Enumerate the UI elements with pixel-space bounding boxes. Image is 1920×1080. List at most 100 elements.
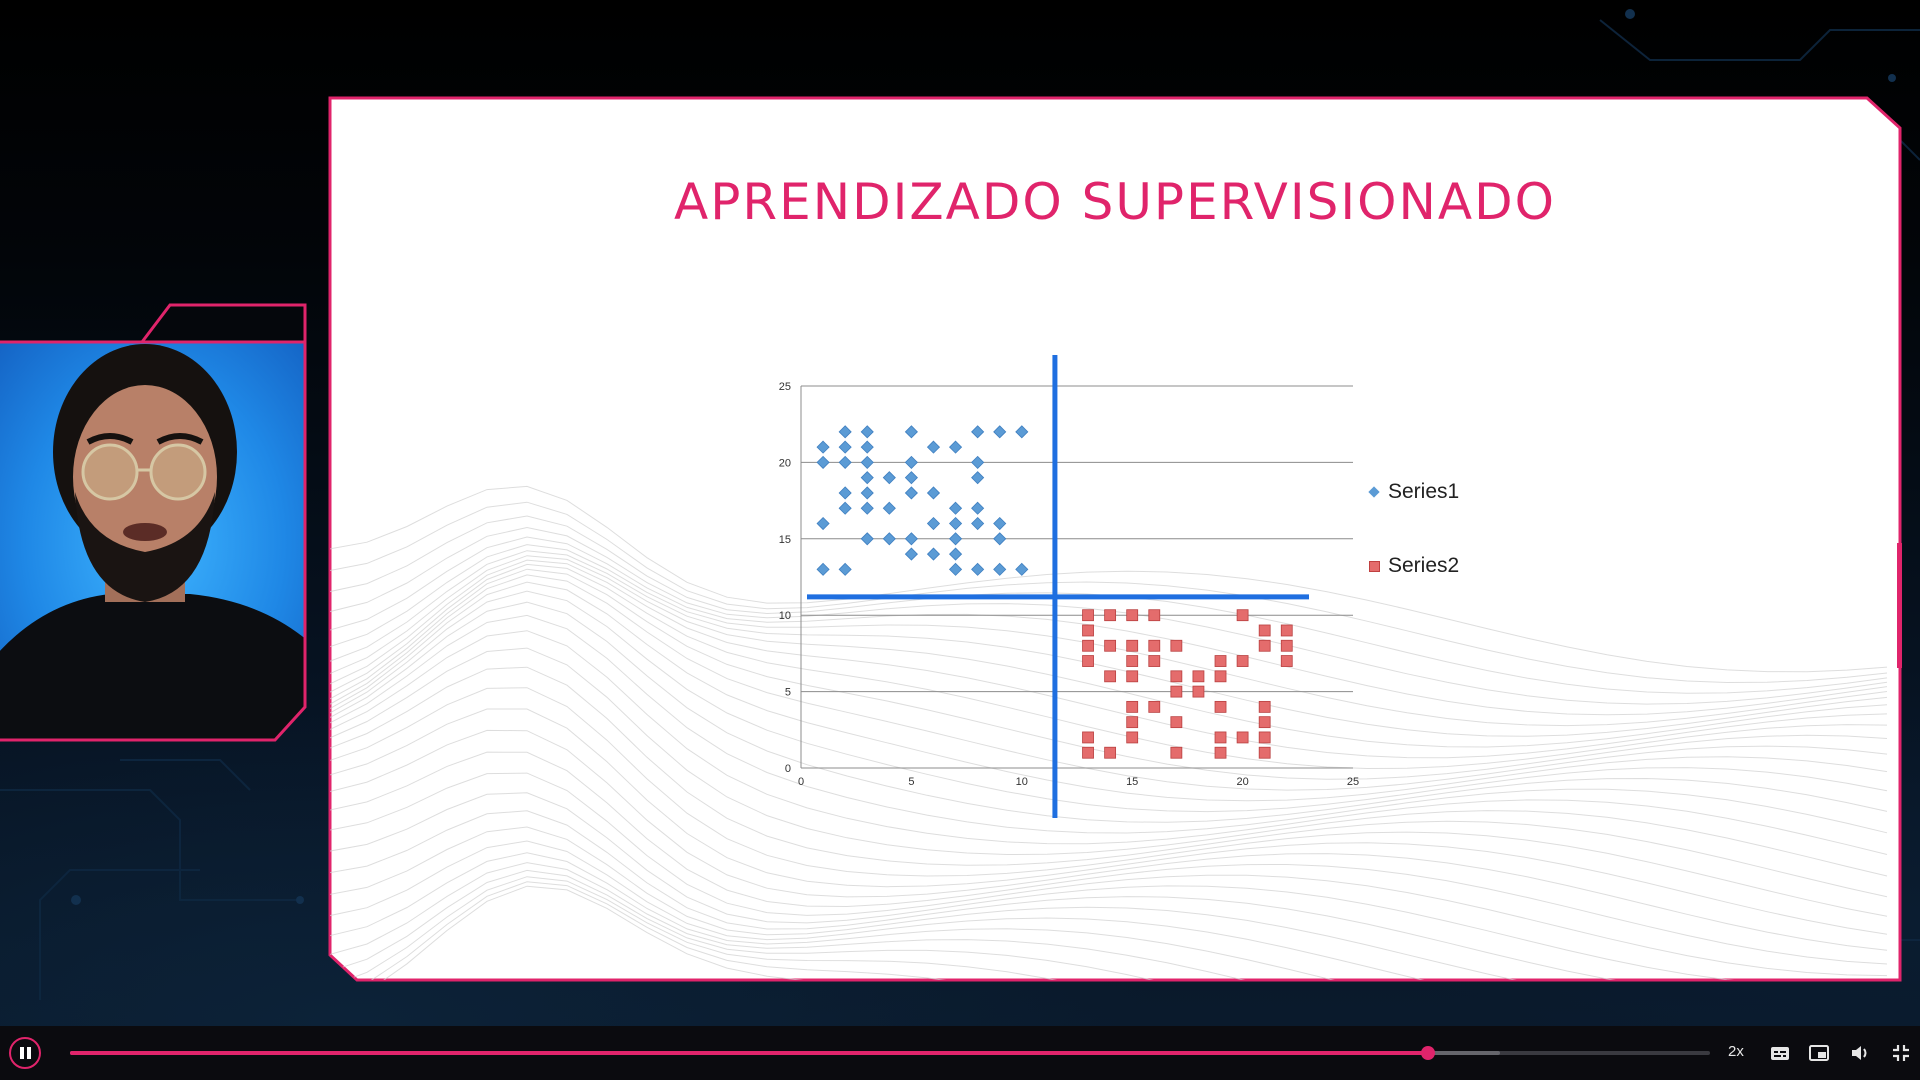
pause-icon-bar	[26, 1047, 31, 1059]
series1-point	[971, 425, 985, 439]
wave-line	[330, 647, 1888, 877]
series2-point	[1126, 731, 1139, 744]
series1-point	[993, 516, 1007, 531]
series2-point	[1192, 685, 1205, 698]
wave-line	[330, 501, 1888, 684]
series1-point	[948, 501, 963, 515]
wave-line	[330, 881, 1888, 980]
wave-line	[330, 885, 1888, 980]
pause-button[interactable]	[9, 1037, 41, 1069]
presentation-slide: APRENDIZADO SUPERVISIONADO 0 5 10 15 20 25 0 5 1…	[327, 95, 1903, 983]
series1-point	[971, 455, 985, 469]
series1-point	[926, 486, 941, 500]
series1-point	[1015, 562, 1029, 576]
series2-point	[1148, 700, 1161, 713]
series2-point	[1148, 609, 1161, 622]
wave-line	[330, 772, 1888, 977]
series1-point	[971, 516, 985, 531]
series2-point	[1126, 655, 1139, 667]
picture-in-picture-icon[interactable]	[1808, 1042, 1830, 1064]
series1-point	[993, 532, 1007, 546]
seek-handle[interactable]	[1420, 1046, 1435, 1060]
series2-point	[1280, 624, 1293, 637]
video-frame[interactable]: APRENDIZADO SUPERVISIONADO 0 5 10 15 20 25 0 5 1…	[0, 0, 1920, 1026]
series1-point	[838, 501, 852, 515]
wave-line	[330, 536, 1888, 716]
x-tick-label: 25	[1347, 776, 1359, 788]
y-tick-label: 25	[779, 381, 791, 393]
exit-fullscreen-icon[interactable]	[1890, 1042, 1912, 1064]
pause-icon	[19, 1047, 24, 1059]
series2-point	[1104, 639, 1117, 652]
series1-point	[838, 440, 852, 454]
series1-point	[904, 471, 918, 485]
captions-icon[interactable]	[1769, 1042, 1791, 1064]
wave-line	[330, 515, 1888, 694]
legend-item-series2: Series2	[1369, 554, 1459, 578]
series2-point	[1082, 746, 1094, 759]
presenter-webcam	[0, 302, 308, 742]
series2-point	[1258, 746, 1271, 759]
wave-line	[330, 581, 1888, 802]
series1-point	[926, 516, 941, 531]
series1-point	[948, 532, 963, 546]
series1-point	[860, 532, 874, 546]
series2-point	[1170, 685, 1183, 698]
seek-bar[interactable]	[70, 1046, 1710, 1060]
series1-point	[816, 516, 830, 531]
series1-point	[904, 486, 918, 500]
series2-point	[1258, 700, 1271, 713]
series1-point	[948, 547, 963, 561]
wave-line	[330, 526, 1888, 705]
series1-point	[926, 440, 941, 454]
series1-point	[838, 455, 852, 469]
series1-point	[948, 562, 963, 576]
series1-point	[816, 455, 830, 469]
legend-label-series1: Series1	[1388, 480, 1460, 503]
y-tick-label: 0	[785, 763, 791, 775]
series2-point	[1148, 639, 1161, 652]
playback-speed-button[interactable]: 2x	[1728, 1043, 1744, 1060]
series2-point	[1104, 670, 1117, 683]
wave-line	[330, 862, 1888, 980]
series1-point	[816, 440, 830, 454]
series2-point	[1126, 700, 1139, 713]
wave-line	[330, 614, 1888, 834]
series2-point	[1082, 609, 1094, 622]
series2-point	[1082, 655, 1094, 667]
series2-point	[1214, 670, 1227, 683]
series1-point	[860, 471, 874, 485]
series1-point	[882, 532, 896, 546]
series1-point	[882, 471, 896, 485]
series1-point	[860, 455, 874, 469]
series2-point	[1104, 609, 1117, 622]
square-marker-icon	[1369, 560, 1380, 572]
series1-point	[971, 501, 985, 515]
series1-point	[948, 516, 963, 531]
presenter-video	[0, 342, 305, 740]
series2-point	[1126, 609, 1139, 622]
x-tick-label: 20	[1236, 776, 1248, 788]
series1-point	[993, 425, 1007, 439]
series2-point	[1214, 746, 1227, 759]
played-bar	[70, 1051, 1428, 1055]
y-tick-label: 10	[779, 610, 791, 622]
volume-icon[interactable]	[1849, 1042, 1871, 1064]
series2-point	[1148, 655, 1161, 667]
wave-line	[330, 826, 1888, 980]
x-tick-label: 10	[1016, 776, 1028, 788]
wave-line	[330, 630, 1888, 855]
series1-point	[838, 425, 852, 439]
x-tick-label: 0	[798, 776, 804, 788]
x-tick-label: 5	[908, 776, 914, 788]
series2-point	[1082, 639, 1094, 652]
series1-point	[926, 547, 941, 561]
wave-line	[330, 590, 1888, 813]
wave-line	[330, 876, 1888, 980]
y-tick-label: 20	[779, 457, 791, 469]
wave-line	[330, 666, 1888, 898]
series1-point	[948, 440, 963, 454]
wave-line	[330, 563, 1888, 770]
series2-point	[1126, 639, 1139, 652]
wave-line	[330, 869, 1888, 980]
